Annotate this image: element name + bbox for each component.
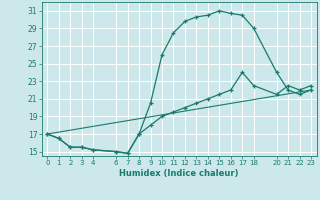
X-axis label: Humidex (Indice chaleur): Humidex (Indice chaleur) — [119, 169, 239, 178]
